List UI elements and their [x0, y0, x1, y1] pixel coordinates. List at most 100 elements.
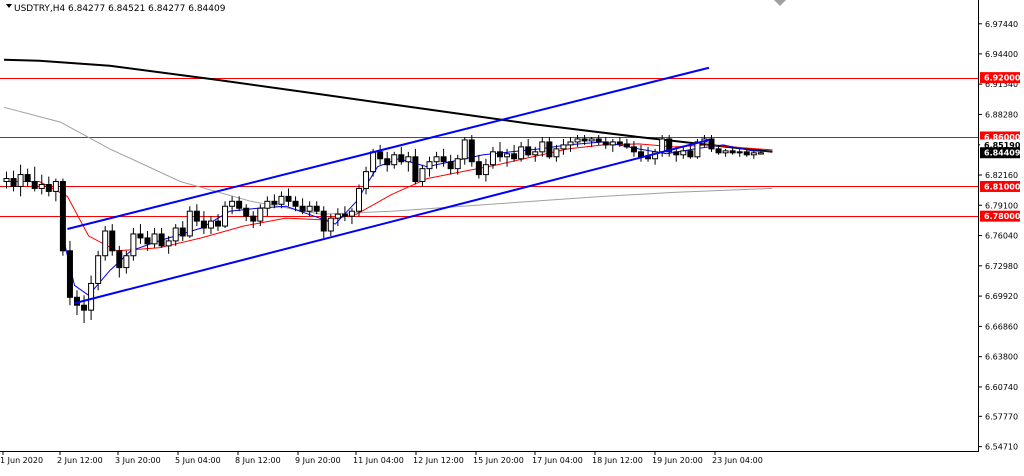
candle: [574, 135, 581, 147]
candle: [292, 196, 299, 212]
candle-body-bull: [461, 139, 468, 160]
candle: [52, 178, 59, 202]
y-tick-label: 6.60740: [985, 383, 1018, 392]
candle: [45, 176, 52, 197]
candle: [468, 135, 475, 167]
candle: [750, 150, 757, 159]
candle: [299, 198, 306, 215]
candle: [158, 228, 165, 248]
candle-body-bear: [243, 207, 250, 217]
candle: [285, 188, 292, 207]
candle-body-bull: [207, 220, 214, 229]
candle: [560, 138, 567, 155]
candle: [66, 240, 73, 306]
candle: [666, 135, 673, 157]
y-tick-label: 6.54710: [985, 443, 1018, 452]
candle: [525, 138, 532, 157]
candle-body-bull: [222, 205, 229, 227]
candle-body-bull: [489, 151, 496, 166]
candle: [144, 230, 151, 251]
candle-body-bull: [95, 255, 102, 284]
candle: [327, 214, 334, 236]
candle: [165, 235, 172, 254]
candle: [384, 151, 391, 172]
candle: [511, 144, 518, 162]
candle: [595, 135, 602, 145]
secondary-price-label: 6.85190: [980, 139, 1021, 151]
channel-line-upper[interactable]: [67, 66, 710, 230]
candle-body-bull: [306, 205, 313, 212]
level-price-label-2-text: 6.81000: [984, 182, 1021, 191]
candle-body-bear: [546, 141, 553, 158]
candle-body-bull: [356, 187, 362, 212]
candle-body-bear: [729, 150, 736, 154]
candle: [412, 148, 419, 185]
candle-body-bull: [38, 183, 45, 189]
level-price-label-0-bg: [980, 72, 1020, 84]
candle: [109, 224, 116, 256]
candle-body-bear: [236, 200, 243, 209]
candle: [722, 148, 729, 157]
candle: [341, 206, 348, 222]
current-price-label: 6.84409: [980, 147, 1021, 159]
candle: [179, 221, 186, 241]
candle: [623, 138, 630, 149]
candle-body-bear: [137, 233, 144, 239]
candle: [504, 148, 511, 167]
candle-body-bear: [320, 210, 327, 232]
candle: [708, 135, 715, 152]
candle-body-bear: [215, 220, 221, 227]
candle: [236, 196, 243, 212]
candle-body-bull: [736, 151, 743, 154]
x-tick-label: 11 Jun 04:00: [353, 456, 404, 465]
channel-line-lower[interactable]: [74, 138, 710, 305]
candle-body-bear: [630, 146, 637, 153]
candle-body-bear: [497, 151, 503, 158]
candle: [546, 136, 553, 159]
candle: [447, 154, 454, 175]
candle: [645, 146, 652, 162]
candle-body-bear: [475, 161, 482, 176]
candle: [567, 136, 574, 152]
candle-body-bull: [722, 150, 729, 154]
candle-body-bull: [327, 217, 334, 232]
y-tick-label: 6.91340: [985, 80, 1018, 89]
candle-body-bull: [539, 141, 546, 153]
candle-body-bull: [348, 210, 355, 217]
candle: [222, 201, 229, 229]
shift-marker-icon[interactable]: [774, 0, 786, 6]
candle-body-bear: [200, 220, 207, 229]
symbol-dropdown-icon[interactable]: [6, 4, 12, 8]
candle: [736, 148, 743, 157]
candle-body-bear: [602, 141, 609, 146]
candle: [59, 178, 66, 256]
level-price-label-0-text: 6.92000: [984, 74, 1021, 83]
candle-body-bull: [229, 200, 236, 207]
candle-body-bear: [193, 210, 200, 222]
candle: [215, 214, 221, 231]
candle-body-bear: [59, 181, 66, 252]
candle: [3, 171, 10, 189]
candle: [602, 136, 609, 149]
candle-body-bull: [52, 181, 59, 192]
y-tick-label: 6.69920: [985, 292, 1018, 301]
candle: [391, 151, 398, 169]
candle-body-bear: [384, 158, 391, 166]
candle: [95, 250, 102, 291]
candle: [137, 224, 144, 244]
candle-body-bull: [172, 227, 179, 242]
candle-body-bear: [116, 250, 123, 269]
y-tick-label: 6.82160: [985, 171, 1018, 180]
level-price-label-3-bg: [980, 210, 1020, 222]
candle: [539, 136, 546, 157]
candle: [229, 196, 236, 215]
candle-body-bear: [271, 200, 278, 205]
x-tick-label: 1 Jun 2020: [0, 456, 43, 465]
level-price-label-3-text: 6.78000: [984, 212, 1021, 221]
candle: [243, 204, 250, 222]
x-tick-label: 19 Jun 20:00: [652, 456, 703, 465]
candle-body-bull: [186, 210, 193, 237]
candle-body-bear: [666, 138, 673, 153]
